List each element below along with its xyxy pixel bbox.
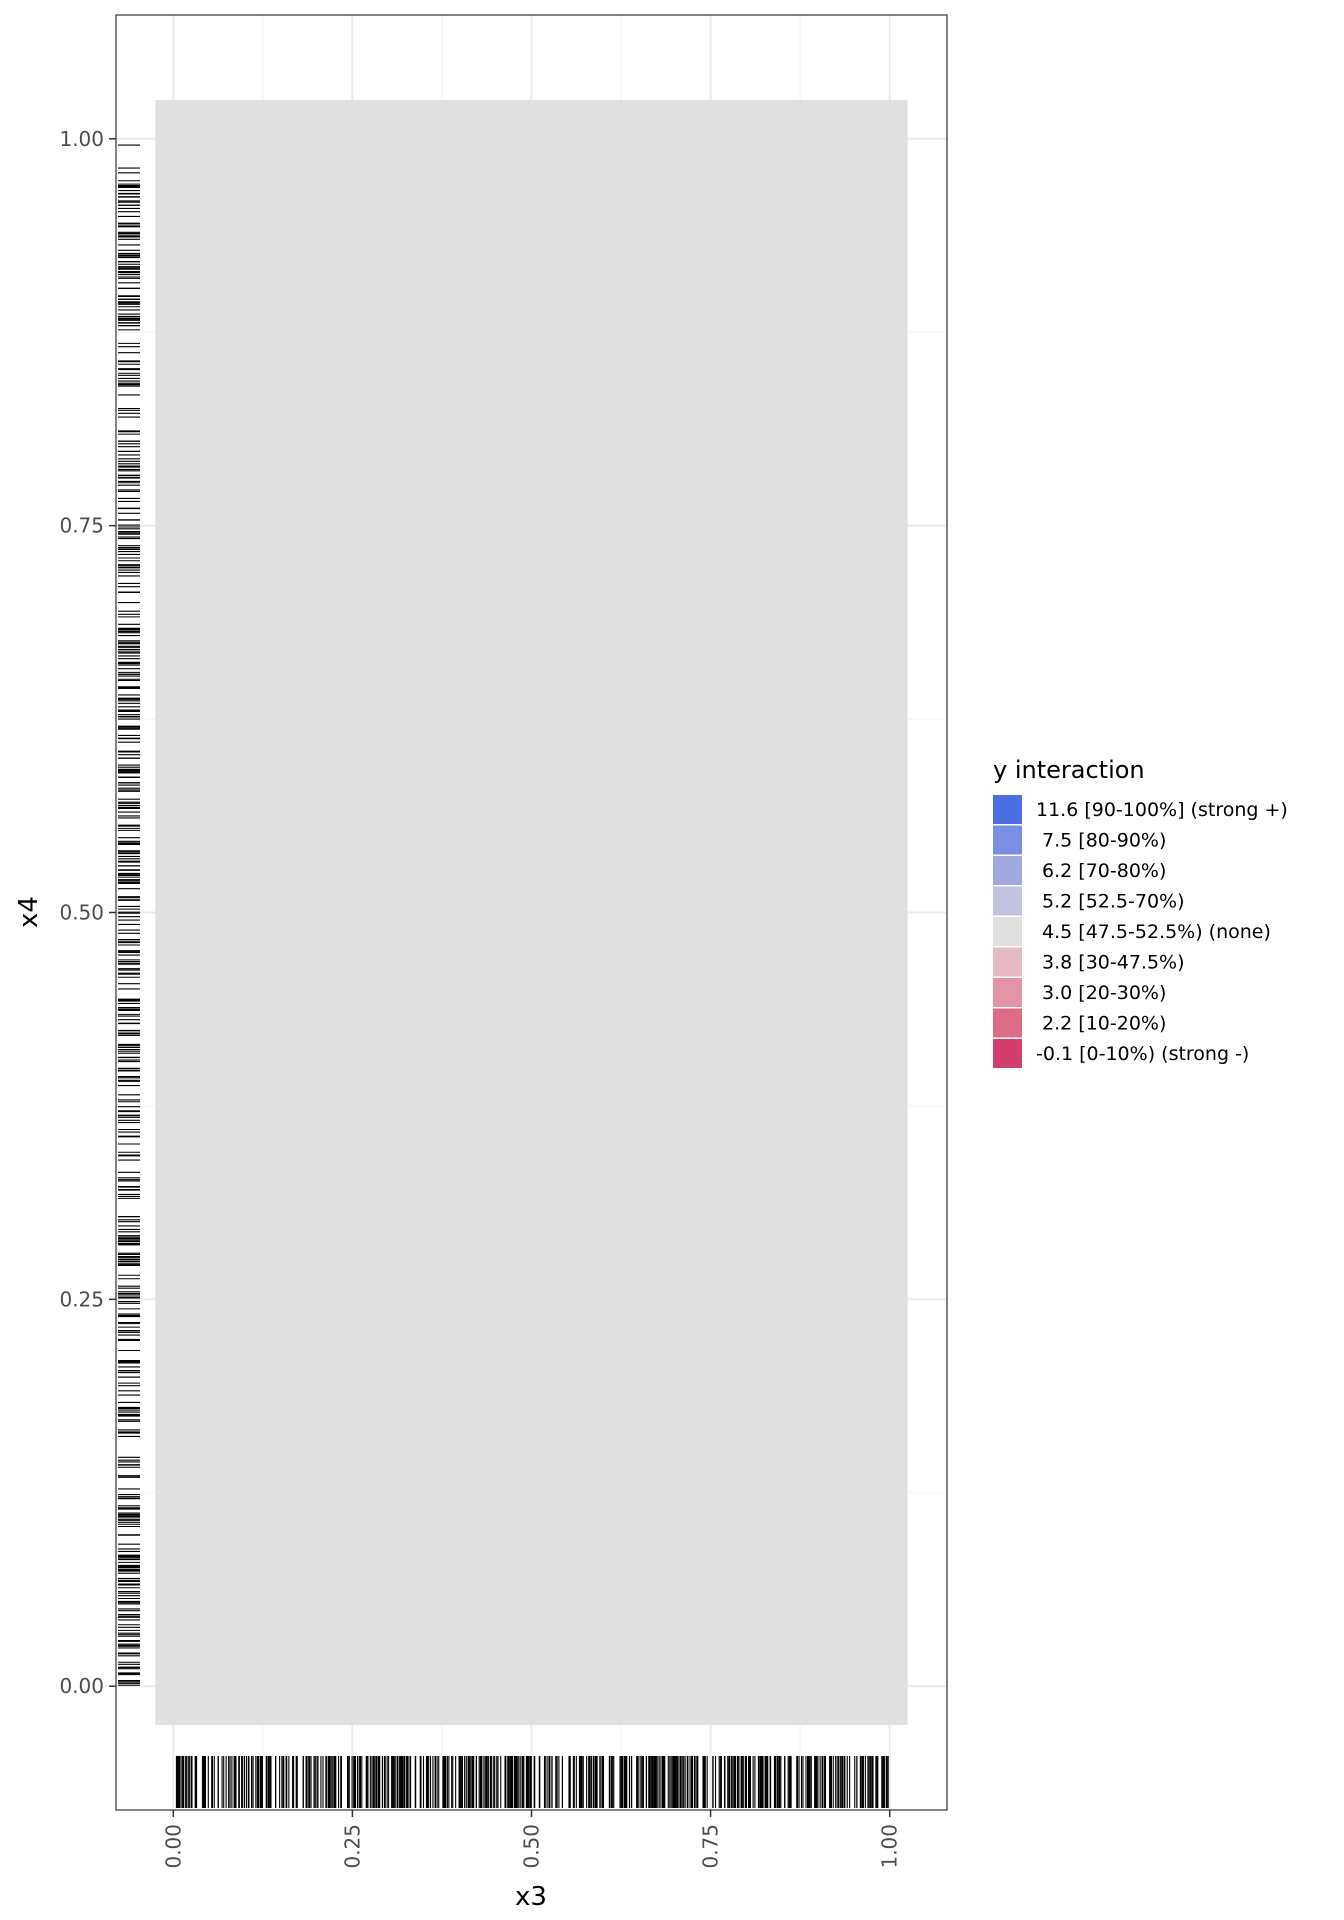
- y-tick-label: 0.25: [59, 1287, 104, 1311]
- legend: y interaction 11.6 [90-100%] (strong +) …: [993, 756, 1288, 1068]
- x-tick-label: 0.00: [161, 1824, 185, 1869]
- legend-label: 7.5 [80-90%): [1036, 830, 1166, 852]
- x-tick-label: 0.25: [340, 1824, 364, 1869]
- legend-key: [993, 856, 1022, 885]
- y-tick-label: 0.50: [59, 901, 104, 925]
- legend-label: 2.2 [10-20%): [1036, 1013, 1166, 1035]
- legend-key: [993, 1008, 1022, 1038]
- legend-label: 3.0 [20-30%): [1036, 982, 1166, 1004]
- y-axis-title: x4: [14, 896, 44, 928]
- legend-key: [993, 886, 1022, 916]
- legend-label: 5.2 [52.5-70%): [1036, 891, 1185, 913]
- legend-label: 4.5 [47.5-52.5%) (none): [1036, 921, 1271, 943]
- legend-label: 3.8 [30-47.5%): [1036, 952, 1185, 974]
- interaction-tile: [155, 100, 908, 1725]
- legend-key: [993, 1039, 1022, 1068]
- legend-label: -0.1 [0-10%) (strong -): [1036, 1043, 1249, 1065]
- legend-key: [993, 978, 1022, 1007]
- y-tick-label: 1.00: [59, 127, 104, 151]
- legend-key: [993, 917, 1022, 946]
- x-tick-label: 0.50: [520, 1824, 544, 1869]
- x-tick-label: 0.75: [699, 1824, 723, 1869]
- legend-key: [993, 795, 1022, 824]
- legend-key: [993, 825, 1022, 855]
- y-rug: [118, 144, 140, 1686]
- y-tick-label: 0.75: [59, 514, 104, 538]
- y-axis: 0.00 0.25 0.50 0.75 1.00: [59, 127, 116, 1698]
- legend-label: 11.6 [90-100%] (strong +): [1036, 799, 1288, 821]
- legend-title: y interaction: [993, 756, 1145, 784]
- x-axis: 0.00 0.25 0.50 0.75 1.00: [161, 1810, 902, 1869]
- x-tick-label: 1.00: [878, 1824, 902, 1869]
- y-tick-label: 0.00: [59, 1674, 104, 1698]
- legend-key: [993, 947, 1022, 977]
- x-rug: [175, 1756, 889, 1808]
- x-axis-title: x3: [515, 1882, 547, 1912]
- legend-label: 6.2 [70-80%): [1036, 860, 1166, 882]
